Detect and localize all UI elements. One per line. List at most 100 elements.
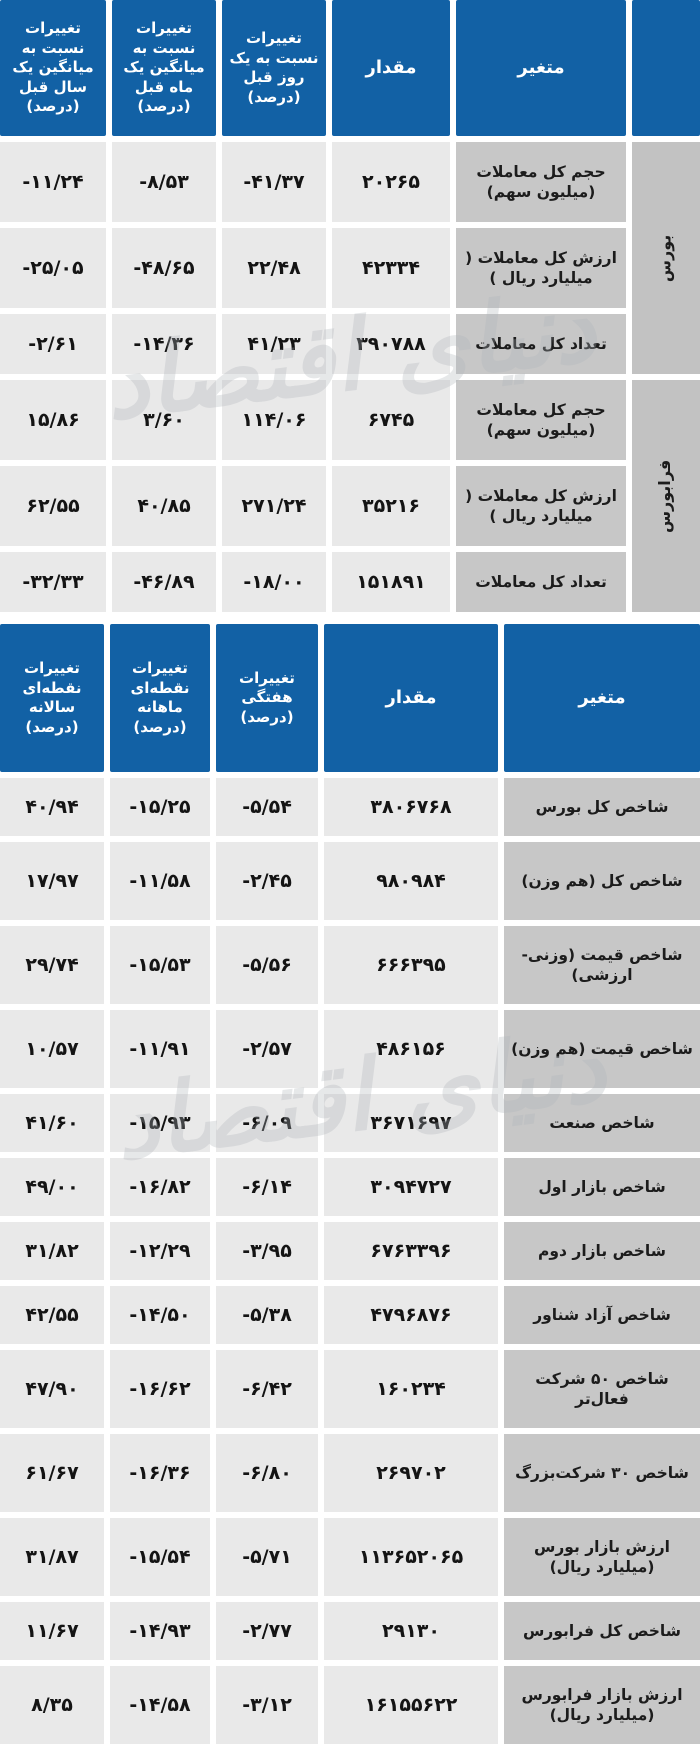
metric-label: شاخص کل فرابورس	[504, 1602, 700, 1660]
number: -۶/۴۲	[242, 1377, 292, 1400]
monthly-change-cell: -۱۱/۹۱	[110, 1010, 210, 1088]
number: ۸/۳۵	[31, 1693, 73, 1716]
value-cell: ۴۸۶۱۵۶	[324, 1010, 498, 1088]
number: ۳۹۰۷۸۸	[356, 332, 426, 355]
yearly-change-cell: ۴۱/۶۰	[0, 1094, 104, 1152]
weekly-change-cell: -۵/۷۱	[216, 1518, 318, 1596]
number: -۵/۵۶	[242, 953, 292, 976]
weekly-change-cell: -۳/۱۲	[216, 1666, 318, 1744]
number: ۲۷۱/۲۴	[241, 494, 307, 517]
yearly-change-cell: ۸/۳۵	[0, 1666, 104, 1744]
metric-label: شاخص صنعت	[504, 1094, 700, 1152]
value-cell: ۳۸۰۶۷۶۸	[324, 778, 498, 836]
weekly-change-cell: -۶/۱۴	[216, 1158, 318, 1216]
weekly-change-cell: -۵/۵۴	[216, 778, 318, 836]
number: ۳/۶۰	[143, 408, 185, 431]
number: -۱۱/۹۱	[129, 1037, 191, 1060]
year-change-cell: ۱۵/۸۶	[0, 380, 106, 460]
metric-label: شاخص ۵۰ شرکت فعال‌تر	[504, 1350, 700, 1428]
value-cell: ۶۶۶۳۹۵	[324, 926, 498, 1004]
value-cell: ۱۶۱۵۵۶۲۲	[324, 1666, 498, 1744]
yearly-change-cell: ۳۱/۸۲	[0, 1222, 104, 1280]
number: ۴۰/۹۴	[25, 795, 79, 818]
number: -۸/۵۳	[139, 170, 189, 193]
number: ۱۱۴/۰۶	[241, 408, 307, 431]
monthly-change-cell: -۱۵/۵۳	[110, 926, 210, 1004]
month-change-cell: -۸/۵۳	[112, 142, 216, 222]
number: ۴۹/۰۰	[25, 1175, 79, 1198]
trading-activity-table: متغیر مقدار تغییرات نسبت به یک روز قبل (…	[0, 0, 700, 612]
number: -۲/۴۵	[242, 869, 292, 892]
value-cell: ۳۵۲۱۶	[332, 466, 450, 546]
group-label-text: فرابورس	[655, 459, 675, 533]
number: ۴۱/۶۰	[25, 1111, 79, 1134]
value-cell: ۱۶۰۲۳۴	[324, 1350, 498, 1428]
value-cell: ۱۱۳۶۵۲۰۶۵	[324, 1518, 498, 1596]
year-change-cell: -۳۲/۳۳	[0, 552, 106, 612]
number: ۳۵۲۱۶	[362, 494, 420, 517]
day-change-cell: ۲۷۱/۲۴	[222, 466, 326, 546]
metric-label: شاخص کل بورس	[504, 778, 700, 836]
column-header-month-change: تغییرات نسبت به میانگین یک ماه قبل (درصد…	[112, 0, 216, 136]
metric-label: تعداد کل معاملات	[456, 314, 626, 374]
value-cell: ۱۵۱۸۹۱	[332, 552, 450, 612]
number: ۶۷۴۵	[367, 408, 415, 431]
metric-label: شاخص بازار دوم	[504, 1222, 700, 1280]
number: -۱۴/۵۸	[129, 1693, 191, 1716]
number: ۱۵۱۸۹۱	[356, 570, 426, 593]
metric-label: حجم کل معاملات (میلیون سهم)	[456, 380, 626, 460]
year-change-cell: -۲/۶۱	[0, 314, 106, 374]
number: ۱۰/۵۷	[25, 1037, 79, 1060]
number: -۲/۶۱	[28, 332, 78, 355]
column-header-year-change: تغییرات نسبت به میانگین یک سال قبل (درصد…	[0, 0, 106, 136]
column-header-monthly-change: تغییرات نقطه‌ای ماهانه (درصد)	[110, 624, 210, 772]
day-change-cell: ۲۲/۴۸	[222, 228, 326, 308]
monthly-change-cell: -۱۴/۵۸	[110, 1666, 210, 1744]
metric-label: شاخص آزاد شناور	[504, 1286, 700, 1344]
month-change-cell: -۱۴/۳۶	[112, 314, 216, 374]
weekly-change-cell: -۲/۴۵	[216, 842, 318, 920]
weekly-change-cell: -۵/۳۸	[216, 1286, 318, 1344]
number: -۳/۹۵	[242, 1239, 292, 1262]
number: -۱۱/۲۴	[22, 170, 84, 193]
monthly-change-cell: -۱۶/۳۶	[110, 1434, 210, 1512]
weekly-change-cell: -۶/۰۹	[216, 1094, 318, 1152]
yearly-change-cell: ۲۹/۷۴	[0, 926, 104, 1004]
number: -۱۴/۳۶	[133, 332, 195, 355]
metric-label: شاخص قیمت (هم وزن)	[504, 1010, 700, 1088]
metric-label: تعداد کل معاملات	[456, 552, 626, 612]
year-change-cell: ۶۲/۵۵	[0, 466, 106, 546]
number: -۴۶/۸۹	[133, 570, 195, 593]
number: ۴۲۳۳۴	[362, 256, 420, 279]
day-change-cell: -۴۱/۳۷	[222, 142, 326, 222]
number: -۱۶/۶۲	[129, 1377, 191, 1400]
value-cell: ۲۹۱۳۰	[324, 1602, 498, 1660]
number: -۴۸/۶۵	[133, 256, 195, 279]
number: ۳۸۰۶۷۶۸	[370, 795, 452, 818]
yearly-change-cell: ۱۰/۵۷	[0, 1010, 104, 1088]
yearly-change-cell: ۱۱/۶۷	[0, 1602, 104, 1660]
metric-label: شاخص بازار اول	[504, 1158, 700, 1216]
day-change-cell: ۴۱/۲۳	[222, 314, 326, 374]
yearly-change-cell: ۱۷/۹۷	[0, 842, 104, 920]
column-header-variable: متغیر	[456, 0, 626, 136]
number: ۲۰۲۶۵	[362, 170, 420, 193]
value-cell: ۴۲۳۳۴	[332, 228, 450, 308]
number: ۴۰/۸۵	[137, 494, 191, 517]
number: ۳۱/۸۲	[25, 1239, 79, 1262]
group-label-farabourse: فرابورس	[632, 380, 700, 612]
number: -۱۶/۳۶	[129, 1461, 191, 1484]
weekly-change-cell: -۵/۵۶	[216, 926, 318, 1004]
value-cell: ۹۸۰۹۸۴	[324, 842, 498, 920]
monthly-change-cell: -۱۶/۶۲	[110, 1350, 210, 1428]
number: -۲/۵۷	[242, 1037, 292, 1060]
metric-label: شاخص قیمت (وزنی- ارزشی)	[504, 926, 700, 1004]
monthly-change-cell: -۱۶/۸۲	[110, 1158, 210, 1216]
number: -۱۵/۲۵	[129, 795, 191, 818]
number: ۴۱/۲۳	[247, 332, 301, 355]
number: -۵/۳۸	[242, 1303, 292, 1326]
metric-label: ارزش بازار فرابورس (میلیارد ریال)	[504, 1666, 700, 1744]
number: -۱۵/۵۳	[129, 953, 191, 976]
monthly-change-cell: -۱۵/۲۵	[110, 778, 210, 836]
number: -۶/۱۴	[242, 1175, 292, 1198]
